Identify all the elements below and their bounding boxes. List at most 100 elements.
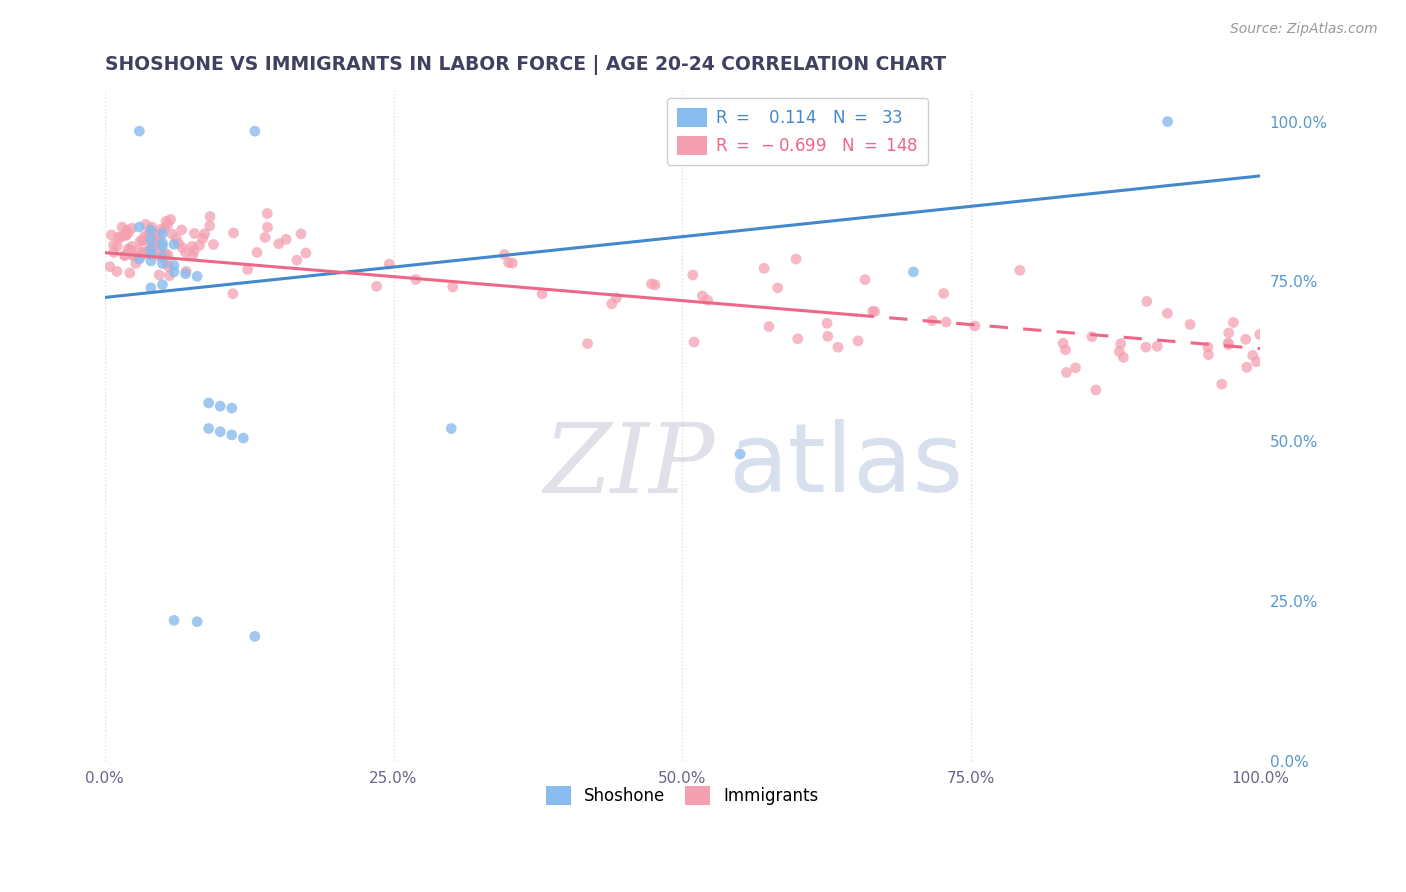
- Point: [963, 318, 986, 333]
- Point: [696, 293, 718, 308]
- Point: [862, 304, 884, 318]
- Point: [163, 265, 186, 279]
- Point: [605, 291, 627, 305]
- Point: [1197, 348, 1219, 362]
- Point: [1218, 337, 1240, 351]
- Point: [121, 221, 143, 235]
- Point: [498, 255, 520, 269]
- Point: [156, 248, 179, 262]
- Point: [441, 280, 464, 294]
- Text: Source: ZipAtlas.com: Source: ZipAtlas.com: [1230, 22, 1378, 37]
- Point: [236, 262, 259, 277]
- Point: [114, 249, 136, 263]
- Point: [128, 252, 150, 266]
- Point: [600, 297, 623, 311]
- Point: [132, 245, 155, 260]
- Point: [1222, 315, 1244, 329]
- Point: [139, 247, 162, 261]
- Point: [290, 227, 312, 241]
- Point: [254, 230, 277, 244]
- Point: [167, 236, 190, 251]
- Point: [1136, 294, 1159, 309]
- Point: [165, 231, 187, 245]
- Point: [191, 231, 214, 245]
- Point: [139, 233, 162, 247]
- Point: [295, 246, 318, 260]
- Point: [139, 243, 162, 257]
- Point: [935, 315, 957, 329]
- Point: [139, 281, 162, 295]
- Point: [153, 221, 176, 235]
- Point: [105, 239, 128, 253]
- Point: [758, 319, 780, 334]
- Point: [644, 277, 666, 292]
- Point: [440, 421, 463, 435]
- Point: [115, 223, 138, 237]
- Point: [170, 223, 193, 237]
- Point: [148, 268, 170, 282]
- Point: [817, 329, 839, 343]
- Point: [134, 229, 156, 244]
- Point: [163, 237, 186, 252]
- Point: [156, 217, 179, 231]
- Point: [221, 401, 243, 415]
- Point: [766, 281, 789, 295]
- Point: [138, 226, 160, 240]
- Point: [903, 265, 925, 279]
- Y-axis label: In Labor Force | Age 20-24: In Labor Force | Age 20-24: [0, 324, 8, 526]
- Point: [785, 252, 807, 266]
- Point: [1084, 383, 1107, 397]
- Point: [152, 235, 174, 250]
- Point: [153, 248, 176, 262]
- Point: [155, 246, 177, 260]
- Point: [118, 243, 141, 257]
- Point: [494, 247, 516, 261]
- Point: [139, 240, 162, 254]
- Point: [1156, 114, 1178, 128]
- Point: [1146, 339, 1168, 353]
- Point: [117, 226, 139, 240]
- Text: atlas: atlas: [728, 419, 963, 512]
- Point: [932, 286, 955, 301]
- Point: [188, 238, 211, 252]
- Point: [197, 396, 219, 410]
- Point: [128, 124, 150, 138]
- Point: [209, 399, 232, 413]
- Point: [128, 220, 150, 235]
- Point: [139, 254, 162, 268]
- Point: [221, 428, 243, 442]
- Point: [256, 220, 278, 235]
- Point: [198, 210, 221, 224]
- Point: [108, 230, 131, 244]
- Point: [183, 227, 205, 241]
- Point: [1081, 329, 1104, 343]
- Point: [100, 227, 122, 242]
- Legend: Shoshone, Immigrants: Shoshone, Immigrants: [537, 777, 827, 814]
- Point: [131, 234, 153, 248]
- Point: [815, 316, 838, 330]
- Point: [152, 277, 174, 292]
- Point: [209, 425, 232, 439]
- Point: [129, 249, 152, 263]
- Point: [152, 250, 174, 264]
- Point: [142, 235, 165, 250]
- Point: [132, 233, 155, 247]
- Point: [1008, 263, 1031, 277]
- Point: [194, 227, 217, 241]
- Point: [139, 243, 162, 257]
- Point: [135, 218, 157, 232]
- Point: [1054, 343, 1077, 357]
- Point: [1246, 354, 1268, 368]
- Point: [531, 286, 554, 301]
- Point: [197, 421, 219, 435]
- Point: [143, 236, 166, 251]
- Point: [141, 220, 163, 235]
- Point: [576, 336, 599, 351]
- Point: [107, 230, 129, 244]
- Point: [246, 245, 269, 260]
- Point: [159, 212, 181, 227]
- Point: [141, 224, 163, 238]
- Point: [198, 219, 221, 233]
- Point: [1241, 348, 1264, 362]
- Point: [243, 124, 266, 138]
